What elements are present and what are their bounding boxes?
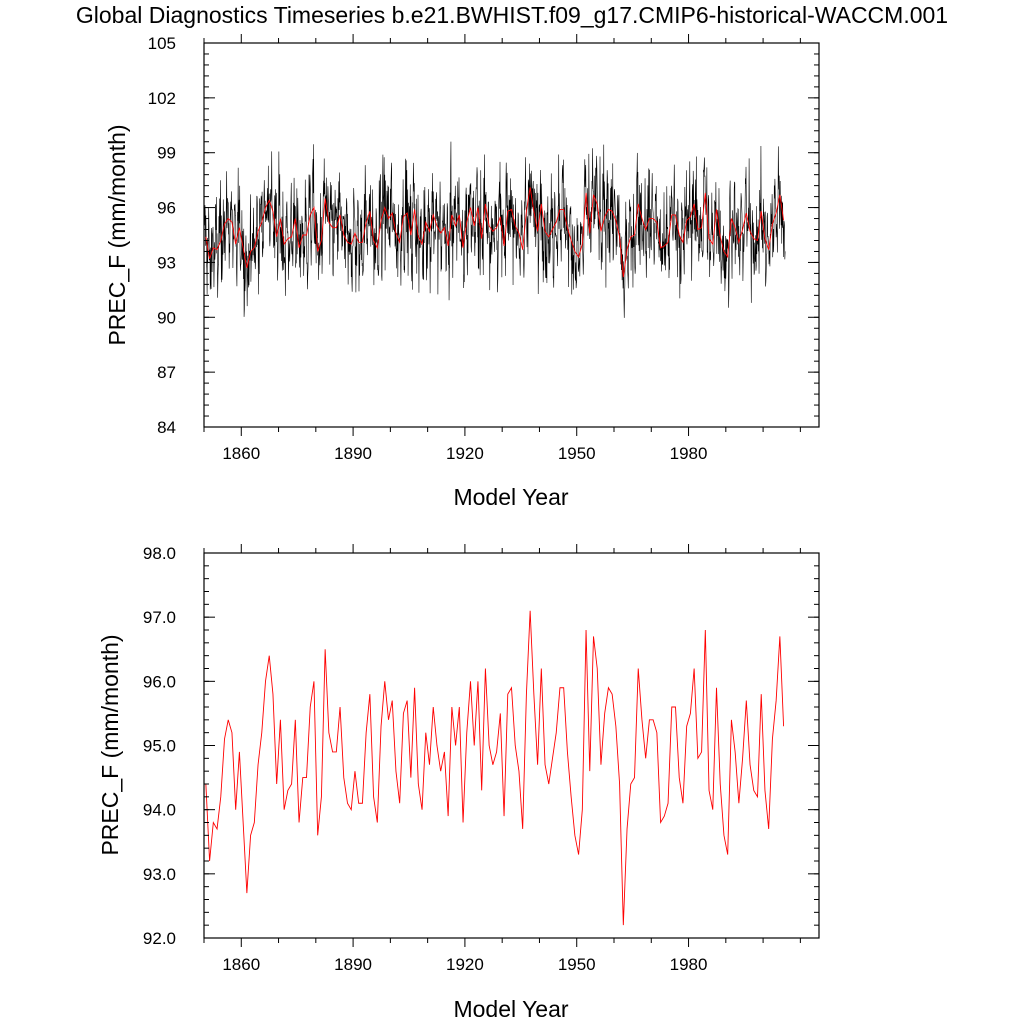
y-tick-label: 96.0 (143, 672, 176, 691)
y-tick-label: 102 (148, 89, 176, 108)
y-tick-label: 90 (157, 308, 176, 327)
x-tick-label: 1980 (670, 955, 708, 974)
x-tick-label: 1890 (334, 444, 372, 463)
x-axis-label-bottom: Model Year (453, 996, 568, 1022)
y-tick-label: 95.0 (143, 737, 176, 756)
y-axis-label-bottom: PREC_F (mm/month) (97, 634, 123, 855)
ticks-top: 1860 1890 1920 1950 1980 84 87 90 93 96 99 102 105 (148, 34, 819, 463)
x-tick-label: 1950 (558, 955, 596, 974)
y-tick-label: 84 (157, 418, 176, 437)
annual-mean-line (205, 187, 785, 278)
x-tick-label: 1920 (446, 955, 484, 974)
x-tick-label: 1980 (670, 444, 708, 463)
x-tick-label: 1860 (222, 444, 260, 463)
y-tick-label: 93 (157, 253, 176, 272)
x-axis-label-top: Model Year (453, 484, 568, 510)
y-tick-label: 98.0 (143, 544, 176, 563)
figure-title: Global Diagnostics Timeseries b.e21.BWHI… (75, 2, 949, 28)
annual-series-line-bottom (205, 610, 785, 926)
y-tick-label: 93.0 (143, 865, 176, 884)
x-tick-label: 1890 (334, 955, 372, 974)
annual-series-line-top (205, 187, 785, 278)
y-tick-label: 94.0 (143, 801, 176, 820)
bottom-panel: 1860 1890 1920 1950 1980 92.0 93.0 94.0 95.0 96.0… (97, 544, 820, 1022)
y-tick-label: 97.0 (143, 608, 176, 627)
y-axis-label-top: PREC_F (mm/month) (104, 124, 130, 345)
top-panel: 1860 1890 1920 1950 1980 84 87 90 93 96 99 102 105 M… (104, 34, 820, 510)
ticks-bottom: 1860 1890 1920 1950 1980 92.0 93.0 94.0 95.0 96.0… (143, 544, 819, 974)
x-tick-label: 1920 (446, 444, 484, 463)
annual-mean-line (205, 610, 785, 926)
plot-frame-top (203, 42, 820, 428)
y-tick-label: 96 (157, 199, 176, 218)
y-tick-label: 105 (148, 34, 176, 53)
monthly-line (203, 141, 786, 318)
y-tick-label: 92.0 (143, 929, 176, 948)
y-tick-label: 99 (157, 144, 176, 163)
y-tick-label: 87 (157, 363, 176, 382)
monthly-series-line (203, 141, 786, 318)
x-tick-label: 1950 (558, 444, 596, 463)
x-tick-label: 1860 (222, 955, 260, 974)
